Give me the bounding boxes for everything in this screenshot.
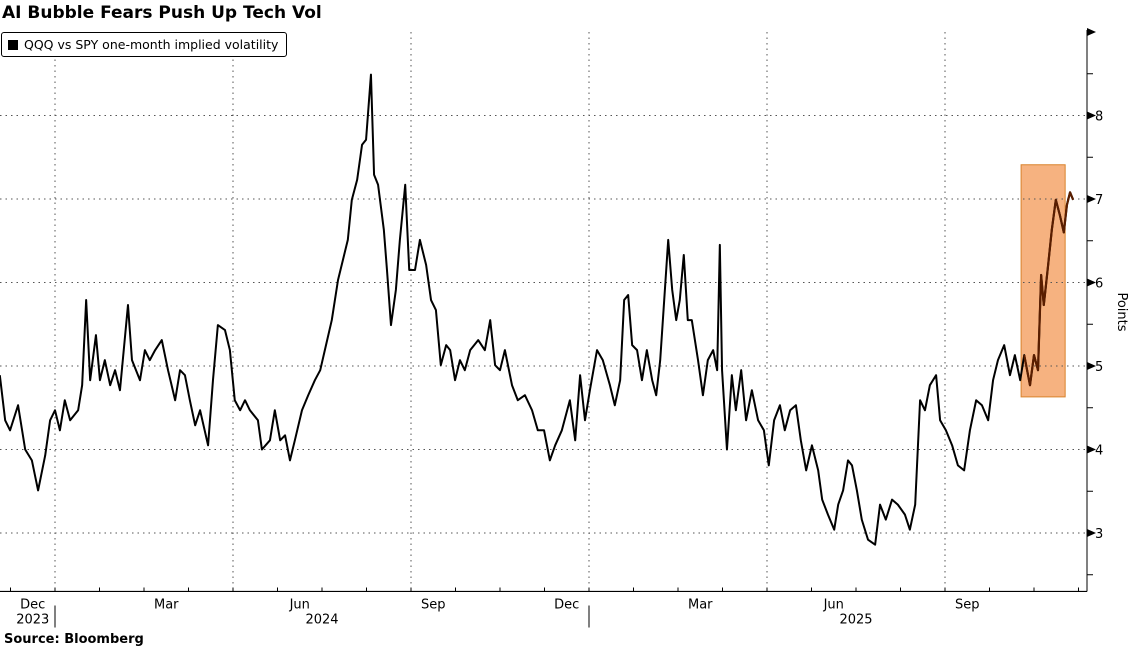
x-tick-label: Dec (554, 597, 579, 612)
legend-label: QQQ vs SPY one-month implied volatility (24, 37, 279, 52)
y-tick-label: 5 (1095, 360, 1103, 375)
y-axis-label: Points (1114, 292, 1129, 331)
x-tick-label: Mar (688, 597, 713, 612)
highlighted-series-segment (1023, 191, 1075, 387)
y-tick-marker (1087, 278, 1096, 287)
y-tick-marker (1087, 195, 1096, 203)
x-tick-label: Jun (289, 597, 310, 612)
legend: QQQ vs SPY one-month implied volatility (1, 32, 288, 57)
y-tick-label: 4 (1095, 444, 1103, 459)
y-tick-label: 8 (1095, 110, 1103, 125)
y-tick-label: 6 (1095, 277, 1103, 292)
y-tick-marker (1087, 362, 1096, 370)
x-year-label: 2025 (839, 612, 872, 627)
y-tick-marker (1087, 529, 1096, 537)
series-line (0, 73, 1075, 546)
chart-title: AI Bubble Fears Push Up Tech Vol (2, 3, 322, 23)
legend-swatch (8, 39, 18, 50)
y-tick-label: 3 (1095, 527, 1103, 542)
x-tick-label: Dec (20, 597, 45, 612)
x-tick-label: Jun (823, 597, 844, 612)
x-tick-label: Mar (154, 597, 179, 612)
y-tick-marker (1087, 445, 1096, 454)
x-year-label: 2024 (305, 612, 338, 627)
x-tick-label: Sep (955, 597, 980, 612)
highlight-box (1020, 164, 1066, 398)
y-tick-marker (1087, 28, 1096, 36)
y-tick-marker (1087, 111, 1096, 120)
source-note: Source: Bloomberg (4, 632, 144, 647)
y-tick-label: 7 (1095, 193, 1103, 208)
x-tick-label: Sep (421, 597, 446, 612)
x-year-label: 2023 (16, 612, 49, 627)
